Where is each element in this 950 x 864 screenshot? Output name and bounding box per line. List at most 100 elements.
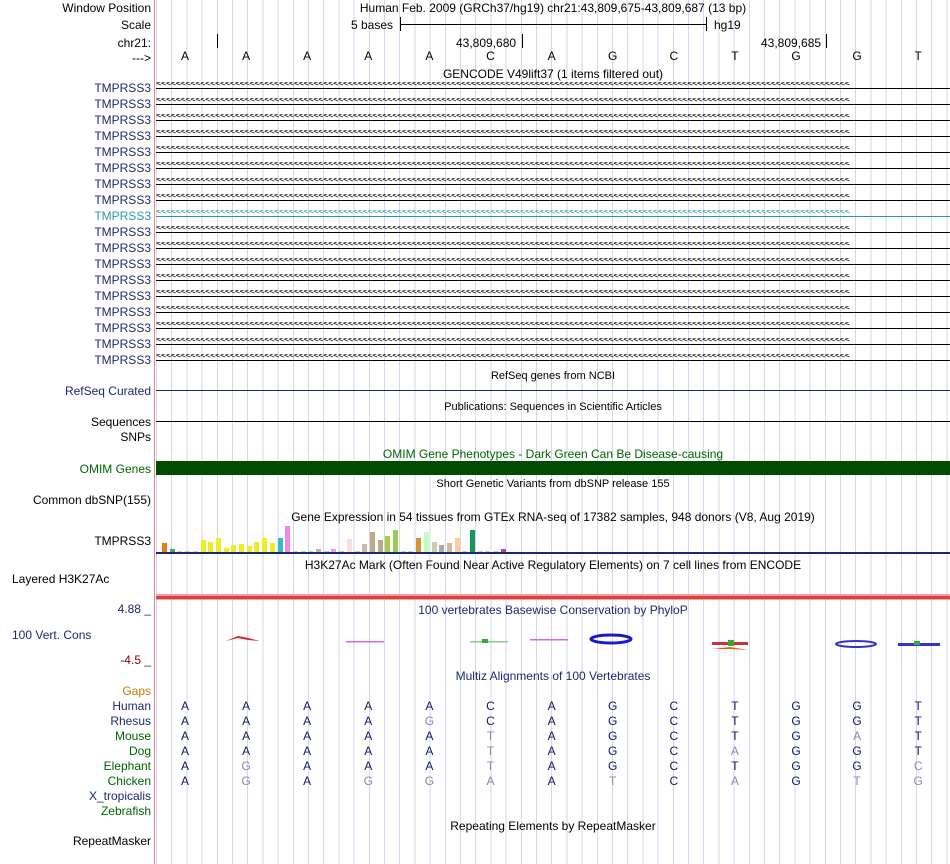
gtex-bar[interactable] <box>454 538 460 552</box>
gtex-chart[interactable] <box>162 524 552 552</box>
gtex-bar[interactable] <box>346 539 352 552</box>
dbsnp-label[interactable]: Common dbSNP(155) <box>32 493 151 507</box>
gtex-bar[interactable] <box>185 551 191 552</box>
scale-label[interactable]: Scale <box>120 18 151 32</box>
gtex-bar[interactable] <box>162 543 167 552</box>
species-label[interactable]: Mouse <box>114 729 151 743</box>
gencode-transcript[interactable]: <<<<<<<<<<<<<<<<<<<<<<<<<<<<<<<<<<<<<<<<… <box>156 98 950 110</box>
phylop-label[interactable]: 100 Vert. Cons <box>12 628 92 642</box>
gencode-row-label[interactable]: TMPRSS3 <box>94 129 151 143</box>
gencode-transcript[interactable]: <<<<<<<<<<<<<<<<<<<<<<<<<<<<<<<<<<<<<<<<… <box>156 162 950 174</box>
omim-label[interactable]: OMIM Genes <box>79 462 151 476</box>
gtex-bar[interactable] <box>362 544 368 552</box>
gtex-bar[interactable] <box>316 549 321 552</box>
h3k27ac-signal[interactable] <box>156 594 950 600</box>
gtex-bar[interactable] <box>400 551 406 552</box>
gtex-bar[interactable] <box>416 538 422 552</box>
gtex-bar[interactable] <box>300 551 306 552</box>
gtex-bar[interactable] <box>431 542 437 552</box>
refseq-line[interactable] <box>156 390 950 391</box>
gtex-bar[interactable] <box>308 551 314 552</box>
gencode-transcript[interactable]: <<<<<<<<<<<<<<<<<<<<<<<<<<<<<<<<<<<<<<<<… <box>156 146 950 158</box>
strand-label[interactable]: ---> <box>132 51 151 65</box>
chrom-label[interactable]: chr21: <box>117 36 151 50</box>
gtex-bar[interactable] <box>246 546 252 552</box>
gencode-row-label[interactable]: TMPRSS3 <box>94 337 151 351</box>
gencode-row-label[interactable]: TMPRSS3 <box>94 177 151 191</box>
gtex-bar[interactable] <box>493 551 499 552</box>
gencode-row-label[interactable]: TMPRSS3 <box>94 225 151 239</box>
omim-bar[interactable] <box>156 461 950 475</box>
gtex-bar[interactable] <box>485 551 491 552</box>
gencode-row-label[interactable]: TMPRSS3 <box>94 193 151 207</box>
gencode-row-label[interactable]: TMPRSS3 <box>94 81 151 95</box>
window-position-label[interactable]: Window Position <box>62 1 151 15</box>
gtex-bar[interactable] <box>369 532 375 552</box>
refseq-label[interactable]: RefSeq Curated <box>64 384 151 398</box>
gencode-row-label[interactable]: TMPRSS3 <box>94 209 151 223</box>
gtex-bar[interactable] <box>208 542 214 552</box>
gtex-bar[interactable] <box>385 536 391 552</box>
gencode-transcript[interactable]: <<<<<<<<<<<<<<<<<<<<<<<<<<<<<<<<<<<<<<<<… <box>156 306 950 318</box>
sequences-label[interactable]: Sequences <box>90 415 151 429</box>
species-label[interactable]: X_tropicalis <box>88 789 151 803</box>
gtex-bar[interactable] <box>408 551 414 552</box>
gtex-bar[interactable] <box>323 551 329 552</box>
gencode-row-label[interactable]: TMPRSS3 <box>94 113 151 127</box>
gencode-row-label[interactable]: TMPRSS3 <box>94 241 151 255</box>
gencode-row-label[interactable]: TMPRSS3 <box>94 97 151 111</box>
gtex-bar[interactable] <box>254 542 260 552</box>
gtex-bar[interactable] <box>192 551 198 552</box>
gtex-bar[interactable] <box>393 530 398 552</box>
gencode-row-label[interactable]: TMPRSS3 <box>94 257 151 271</box>
gencode-transcript[interactable]: <<<<<<<<<<<<<<<<<<<<<<<<<<<<<<<<<<<<<<<<… <box>156 210 950 222</box>
gtex-bar[interactable] <box>177 551 183 552</box>
h3k27ac-label[interactable]: Layered H3K27Ac <box>12 572 110 586</box>
gtex-bar[interactable] <box>470 530 475 552</box>
gencode-transcript[interactable]: <<<<<<<<<<<<<<<<<<<<<<<<<<<<<<<<<<<<<<<<… <box>156 258 950 270</box>
gencode-transcript[interactable]: <<<<<<<<<<<<<<<<<<<<<<<<<<<<<<<<<<<<<<<<… <box>156 274 950 286</box>
gencode-transcript[interactable]: <<<<<<<<<<<<<<<<<<<<<<<<<<<<<<<<<<<<<<<<… <box>156 178 950 190</box>
gencode-transcript[interactable]: <<<<<<<<<<<<<<<<<<<<<<<<<<<<<<<<<<<<<<<<… <box>156 322 950 334</box>
gencode-transcript[interactable]: <<<<<<<<<<<<<<<<<<<<<<<<<<<<<<<<<<<<<<<<… <box>156 290 950 302</box>
gtex-bar[interactable] <box>339 551 345 552</box>
species-label[interactable]: Human <box>112 699 151 713</box>
species-label[interactable]: Elephant <box>103 759 151 773</box>
gtex-label[interactable]: TMPRSS3 <box>94 534 151 548</box>
gencode-transcript[interactable]: <<<<<<<<<<<<<<<<<<<<<<<<<<<<<<<<<<<<<<<<… <box>156 114 950 126</box>
repeatmasker-label[interactable]: RepeatMasker <box>72 834 151 848</box>
gencode-transcript[interactable]: <<<<<<<<<<<<<<<<<<<<<<<<<<<<<<<<<<<<<<<<… <box>156 82 950 94</box>
phylop-logos[interactable] <box>156 620 950 670</box>
gtex-bar[interactable] <box>269 543 275 552</box>
gencode-transcript[interactable]: <<<<<<<<<<<<<<<<<<<<<<<<<<<<<<<<<<<<<<<<… <box>156 194 950 206</box>
gtex-bar[interactable] <box>231 545 237 552</box>
gtex-bar[interactable] <box>169 549 175 552</box>
gtex-bar[interactable] <box>262 538 268 552</box>
gtex-bar[interactable] <box>239 544 244 552</box>
gencode-row-label[interactable]: TMPRSS3 <box>94 353 151 367</box>
gencode-row-label[interactable]: TMPRSS3 <box>94 273 151 287</box>
gencode-transcript[interactable]: <<<<<<<<<<<<<<<<<<<<<<<<<<<<<<<<<<<<<<<<… <box>156 338 950 350</box>
gtex-bar[interactable] <box>285 526 291 552</box>
gencode-row-label[interactable]: TMPRSS3 <box>94 321 151 335</box>
gtex-bar[interactable] <box>446 543 452 552</box>
gtex-bar[interactable] <box>292 551 298 552</box>
gtex-bar[interactable] <box>500 549 506 552</box>
gencode-transcript[interactable]: <<<<<<<<<<<<<<<<<<<<<<<<<<<<<<<<<<<<<<<<… <box>156 130 950 142</box>
gtex-bar[interactable] <box>331 549 337 552</box>
gtex-bar[interactable] <box>223 548 229 552</box>
publications-line[interactable] <box>156 421 950 422</box>
gtex-bar[interactable] <box>439 545 445 552</box>
species-label[interactable]: Chicken <box>107 774 151 788</box>
gtex-bar[interactable] <box>377 540 383 552</box>
gaps-label[interactable]: Gaps <box>122 684 151 698</box>
gtex-bar[interactable] <box>477 551 483 552</box>
track-area[interactable]: Human Feb. 2009 (GRCh37/hg19) chr21:43,8… <box>156 0 950 864</box>
gencode-row-label[interactable]: TMPRSS3 <box>94 145 151 159</box>
gencode-row-label[interactable]: TMPRSS3 <box>94 161 151 175</box>
gencode-transcript[interactable]: <<<<<<<<<<<<<<<<<<<<<<<<<<<<<<<<<<<<<<<<… <box>156 242 950 254</box>
species-label[interactable]: Dog <box>128 744 151 758</box>
gtex-bar[interactable] <box>277 538 283 552</box>
gtex-bar[interactable] <box>215 538 221 552</box>
gencode-transcript[interactable]: <<<<<<<<<<<<<<<<<<<<<<<<<<<<<<<<<<<<<<<<… <box>156 354 950 366</box>
